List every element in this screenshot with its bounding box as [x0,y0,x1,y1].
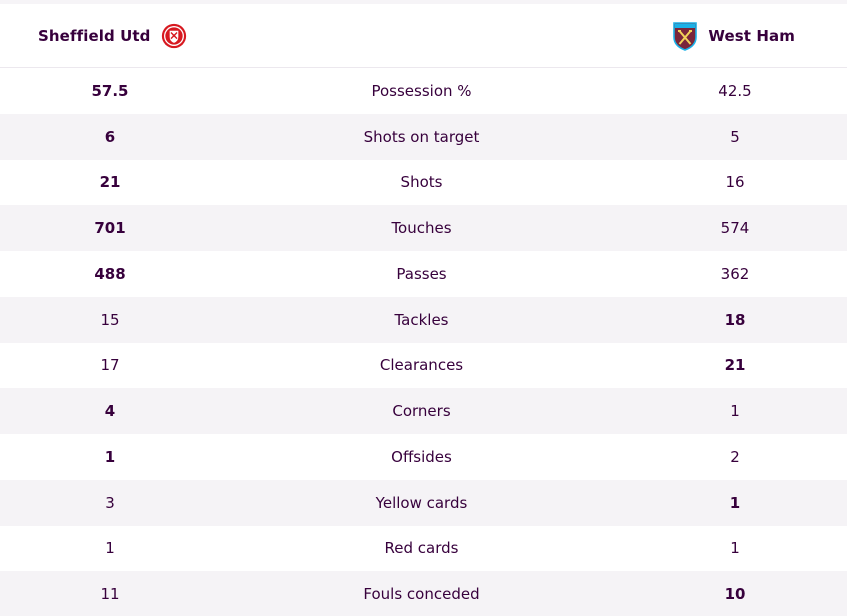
stats-table: 57.5 Possession % 42.5 6 Shots on target 5 21 S… [0,68,847,616]
stat-label: Corners [220,388,623,434]
away-stat-value: 1 [730,539,740,558]
home-stat-value: 1 [104,447,116,466]
away-stat-value: 18 [623,296,847,343]
home-stat-value: 15 [0,296,220,343]
stat-row: 6 Shots on target 5 [0,113,847,160]
home-stat-value: 701 [0,205,220,251]
stat-row: 1 Red cards 1 [0,526,847,572]
home-stat-value: 488 [94,264,126,283]
stat-row: 57.5 Possession % 42.5 [0,68,847,114]
away-stat-value: 362 [720,264,750,283]
sheffield-utd-crest-icon [161,23,186,48]
stat-row: 4 Corners 1 [0,388,847,434]
away-team-name: West Ham [708,26,795,45]
stat-label: Clearances [379,356,464,375]
top-divider [0,0,847,4]
home-stat-value: 1 [105,539,115,558]
away-stat-value: 10 [623,571,847,616]
teams-header: Sheffield Utd West Ham [0,4,847,68]
home-team[interactable]: Sheffield Utd [38,21,187,51]
home-stat-value: 3 [0,479,220,526]
away-stat-value: 21 [724,356,746,375]
away-stat-value: 16 [725,173,745,192]
stat-row: 21 Shots 16 [0,160,847,206]
away-stat-value: 1 [623,388,847,434]
home-stat-value: 4 [0,388,220,434]
west-ham-crest-icon [673,21,698,51]
stat-label: Shots on target [220,113,623,160]
stat-row: 17 Clearances 21 [0,343,847,389]
stat-label: Yellow cards [220,479,623,526]
stat-label: Tackles [220,296,623,343]
away-stat-value: 1 [623,479,847,526]
home-stat-value: 6 [0,113,220,160]
stat-label: Red cards [384,539,459,558]
stat-label: Possession % [371,81,472,100]
away-stat-value: 2 [730,447,740,466]
stat-label: Offsides [391,447,452,466]
stat-row: 1 Offsides 2 [0,434,847,480]
stat-row: 3 Yellow cards 1 [0,479,847,526]
home-stat-value: 17 [100,356,120,375]
stat-row: 11 Fouls conceded 10 [0,571,847,616]
stat-label: Shots [400,173,443,192]
stat-label: Passes [396,264,447,283]
home-stat-value: 57.5 [91,81,129,100]
away-stat-value: 574 [623,205,847,251]
stat-row: 701 Touches 574 [0,205,847,251]
home-stat-value: 11 [0,571,220,616]
stat-row: 488 Passes 362 [0,251,847,297]
stat-label: Touches [220,205,623,251]
away-stat-value: 5 [623,113,847,160]
stat-row: 15 Tackles 18 [0,296,847,343]
home-team-name: Sheffield Utd [38,26,151,45]
away-stat-value: 42.5 [718,81,752,100]
stat-label: Fouls conceded [220,571,623,616]
home-stat-value: 21 [99,173,121,192]
away-team[interactable]: West Ham [672,21,795,51]
